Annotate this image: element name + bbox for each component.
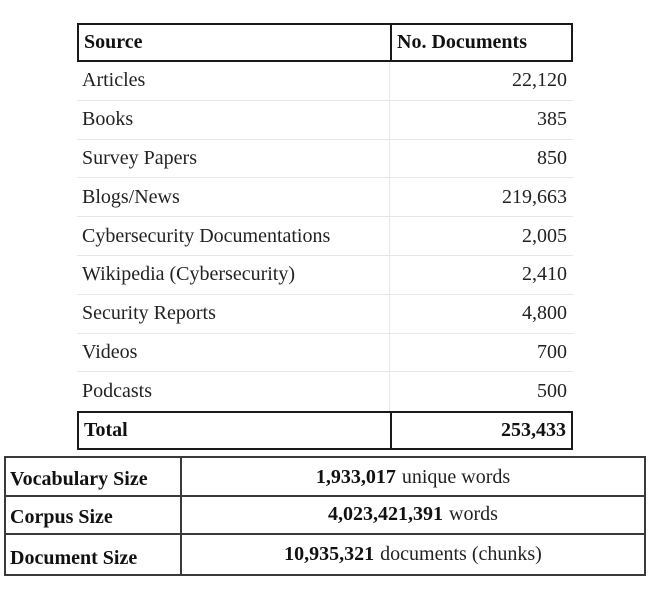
table-row: Survey Papers 850 bbox=[77, 139, 573, 179]
source-cell: Podcasts bbox=[77, 372, 390, 412]
stats-value-cell: 4,023,421,391 words bbox=[182, 497, 644, 534]
total-count: 253,433 bbox=[501, 419, 566, 442]
source-cell: Articles bbox=[77, 62, 390, 100]
stats-label: Corpus Size bbox=[6, 496, 182, 534]
header-source: Source bbox=[79, 25, 392, 60]
source-cell: Wikipedia (Cybersecurity) bbox=[77, 255, 390, 294]
total-label: Total bbox=[79, 413, 392, 449]
stats-label: Document Size bbox=[6, 535, 182, 574]
header-count: No. Documents bbox=[397, 31, 527, 53]
table-row: Videos 700 bbox=[77, 333, 573, 373]
stats-row-document: Document Size 10,935,321 documents (chun… bbox=[6, 535, 644, 574]
stats-row-corpus: Corpus Size 4,023,421,391 words bbox=[6, 496, 644, 536]
sources-table: Source No. Documents Articles 22,120 Boo… bbox=[77, 23, 573, 451]
table-row: Books 385 bbox=[77, 100, 573, 140]
count-cell: 385 bbox=[537, 108, 567, 131]
count-cell: 219,663 bbox=[502, 185, 567, 208]
stats-unit: words bbox=[449, 503, 498, 526]
stats-label: Vocabulary Size bbox=[6, 458, 182, 495]
source-cell: Videos bbox=[77, 333, 390, 372]
table-row: Cybersecurity Documentations 2,005 bbox=[77, 217, 573, 256]
table-row: Wikipedia (Cybersecurity) 2,410 bbox=[77, 255, 573, 295]
count-cell: 22,120 bbox=[512, 69, 567, 92]
table-row: Security Reports 4,800 bbox=[77, 294, 573, 334]
source-cell: Cybersecurity Documentations bbox=[77, 217, 390, 255]
total-row: Total 253,433 bbox=[77, 411, 573, 451]
stats-row-vocabulary: Vocabulary Size 1,933,017 unique words bbox=[6, 458, 644, 497]
sources-table-header: Source No. Documents bbox=[77, 23, 573, 62]
count-cell: 700 bbox=[537, 340, 567, 363]
source-cell: Books bbox=[77, 100, 390, 139]
table-row: Articles 22,120 bbox=[77, 62, 573, 101]
stats-value: 4,023,421,391 bbox=[328, 503, 444, 526]
source-cell: Survey Papers bbox=[77, 139, 390, 178]
table-row: Podcasts 500 bbox=[77, 372, 573, 412]
sources-table-body: Articles 22,120 Books 385 Survey Papers … bbox=[77, 62, 573, 412]
source-cell: Security Reports bbox=[77, 294, 390, 333]
stats-unit: unique words bbox=[401, 466, 511, 488]
stats-value-cell: 1,933,017 unique words bbox=[182, 458, 644, 495]
stats-value: 1,933,017 bbox=[315, 466, 396, 488]
count-cell: 4,800 bbox=[522, 302, 567, 325]
stats-value-cell: 10,935,321 documents (chunks) bbox=[182, 535, 644, 574]
corpus-stats-table: Vocabulary Size 1,933,017 unique words C… bbox=[4, 456, 646, 576]
stats-unit: documents (chunks) bbox=[380, 542, 542, 565]
source-cell: Blogs/News bbox=[77, 178, 390, 217]
count-cell: 2,410 bbox=[522, 263, 567, 286]
table-row: Blogs/News 219,663 bbox=[77, 178, 573, 218]
count-cell: 500 bbox=[537, 380, 567, 403]
count-cell: 850 bbox=[537, 146, 567, 169]
count-cell: 2,005 bbox=[522, 224, 567, 247]
stats-value: 10,935,321 bbox=[284, 542, 375, 565]
